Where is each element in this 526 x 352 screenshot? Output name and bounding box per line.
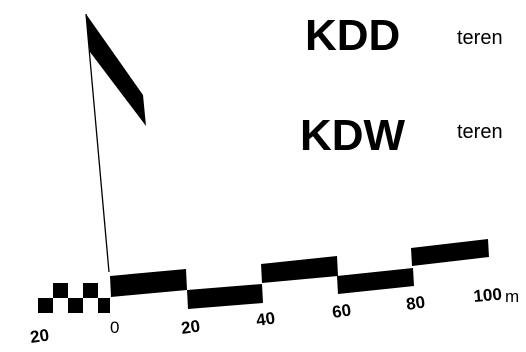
- scale-tick: 60: [331, 301, 352, 322]
- scale-check: [68, 298, 83, 313]
- scale-segment: [261, 256, 338, 283]
- scale-segment: [337, 268, 414, 294]
- scale-check: [98, 298, 110, 313]
- scale-tick-end: 100: [473, 285, 503, 306]
- scale-tick-zero: 0: [110, 318, 119, 337]
- code-label-kdd: KDD: [305, 11, 400, 60]
- scale-check: [38, 298, 53, 313]
- code-label-kdw: KDW: [300, 111, 406, 160]
- scale-segment: [411, 239, 489, 266]
- flag-icon: [85, 13, 146, 273]
- scale-segment: [187, 284, 263, 309]
- scale-check: [83, 283, 98, 298]
- code-tail-kdw: teren: [457, 121, 503, 143]
- scale-check: [53, 283, 68, 298]
- scale-segment: [110, 269, 187, 297]
- scale-tick-left: 20: [29, 326, 50, 347]
- scale-tick: 40: [255, 309, 276, 330]
- scale-tick: 20: [180, 317, 201, 338]
- scale-bar: [38, 239, 489, 313]
- flag-pole: [85, 13, 110, 273]
- scale-tick: 80: [405, 293, 426, 314]
- flag-banner: [86, 14, 146, 126]
- code-tail-kdd: teren: [457, 27, 503, 49]
- scale-unit: m: [505, 287, 519, 306]
